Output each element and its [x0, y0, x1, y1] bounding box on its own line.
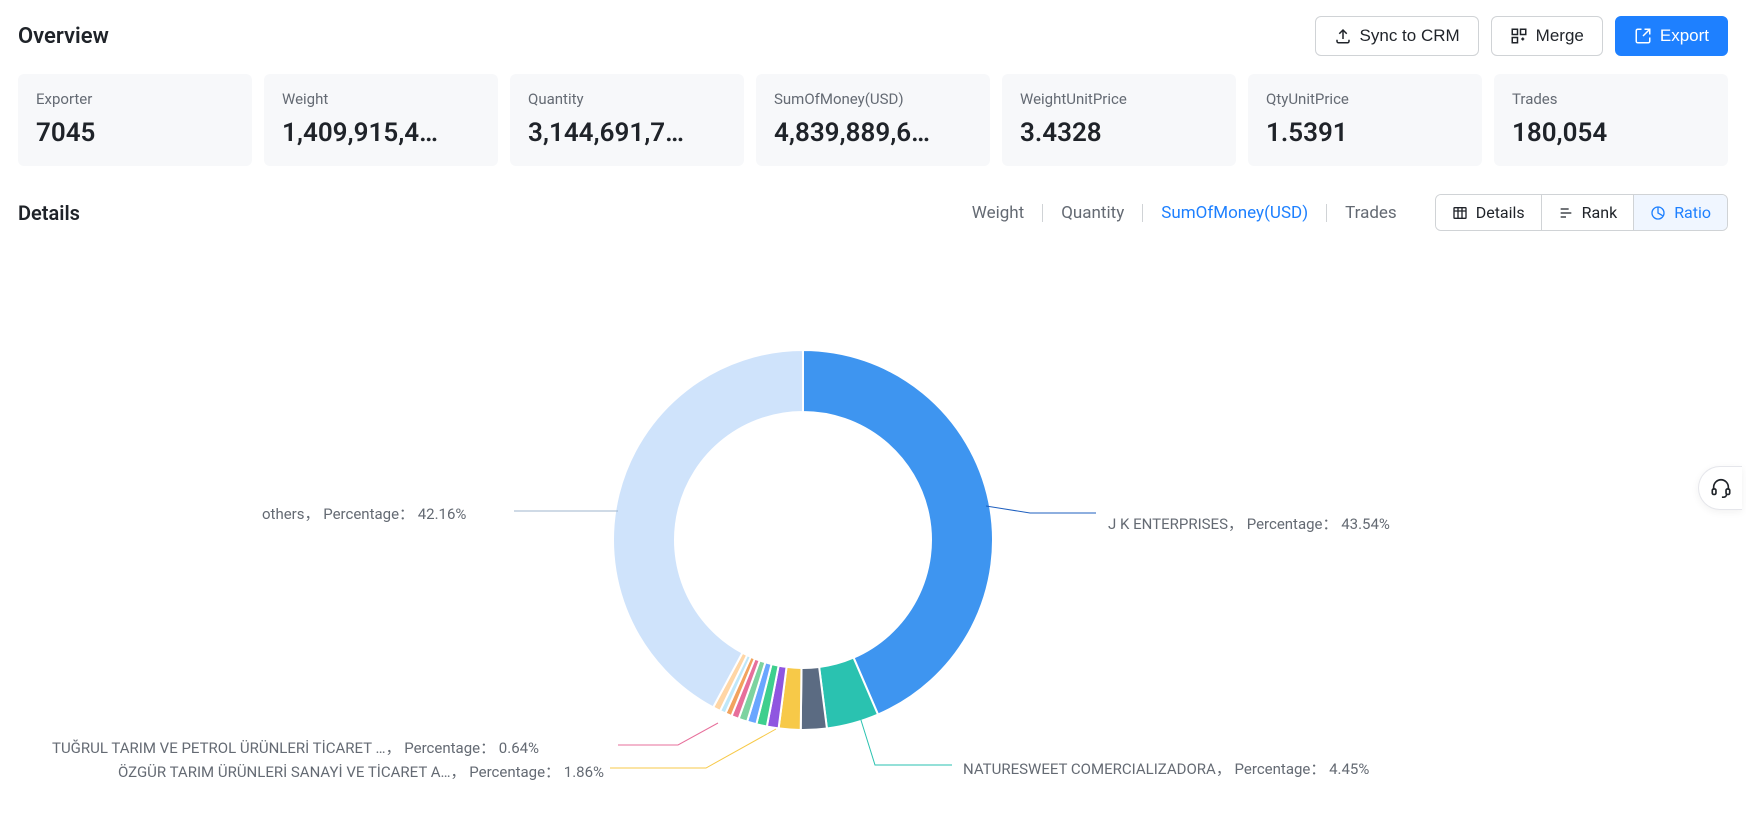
leader-line — [986, 506, 1096, 513]
header-actions: Sync to CRM Merge Export — [1315, 16, 1728, 56]
sync-crm-label: Sync to CRM — [1360, 26, 1460, 46]
details-view-icon — [1452, 205, 1468, 221]
stat-value: 1.5391 — [1266, 118, 1464, 148]
export-label: Export — [1660, 26, 1709, 46]
stat-card: SumOfMoney(USD) 4,839,889,6… — [756, 74, 990, 166]
stat-card: Exporter 7045 — [18, 74, 252, 166]
stat-label: Trades — [1512, 90, 1710, 108]
view-button-label: Ratio — [1674, 203, 1711, 222]
stat-value: 4,839,889,6… — [774, 118, 972, 148]
stat-card: Trades 180,054 — [1494, 74, 1728, 166]
ratio-view-icon — [1650, 205, 1666, 221]
leader-line — [860, 717, 952, 765]
sync-crm-button[interactable]: Sync to CRM — [1315, 16, 1479, 56]
chart-callout-label: J K ENTERPRISES， Percentage： 43.54% — [1108, 513, 1390, 534]
donut-slice[interactable] — [613, 350, 803, 707]
stat-label: QtyUnitPrice — [1266, 90, 1464, 108]
leader-line — [618, 723, 718, 745]
details-header: Details WeightQuantitySumOfMoney(USD)Tra… — [18, 194, 1728, 231]
stat-card: WeightUnitPrice 3.4328 — [1002, 74, 1236, 166]
chart-callout-label: NATURESWEET COMERCIALIZADORA， Percentage… — [963, 758, 1369, 779]
metric-tab-sumofmoney-usd-[interactable]: SumOfMoney(USD) — [1143, 199, 1326, 227]
chart-callout-label: ÖZGÜR TARIM ÜRÜNLERİ SANAYİ VE TİCARET A… — [118, 761, 604, 782]
metric-tab-quantity[interactable]: Quantity — [1043, 199, 1142, 227]
stat-label: WeightUnitPrice — [1020, 90, 1218, 108]
stat-value: 3,144,691,7… — [528, 118, 726, 148]
donut-slice[interactable] — [803, 350, 993, 715]
stat-value: 1,409,915,4… — [282, 118, 480, 148]
view-button-label: Rank — [1582, 203, 1618, 222]
leader-line — [610, 729, 776, 768]
donut-chart — [18, 255, 1578, 815]
stat-card: QtyUnitPrice 1.5391 — [1248, 74, 1482, 166]
export-icon — [1634, 27, 1652, 45]
headset-icon — [1710, 477, 1732, 499]
stat-card: Weight 1,409,915,4… — [264, 74, 498, 166]
view-button-label: Details — [1476, 203, 1525, 222]
page-title: Overview — [18, 24, 109, 49]
metric-tab-trades[interactable]: Trades — [1327, 199, 1415, 227]
stat-card: Quantity 3,144,691,7… — [510, 74, 744, 166]
stat-value: 7045 — [36, 118, 234, 148]
details-controls: WeightQuantitySumOfMoney(USD)Trades Deta… — [954, 194, 1728, 231]
stat-label: Weight — [282, 90, 480, 108]
chart-callout-label: others， Percentage： 42.16% — [262, 503, 466, 524]
merge-label: Merge — [1536, 26, 1584, 46]
upload-icon — [1334, 27, 1352, 45]
rank-view-icon — [1558, 205, 1574, 221]
merge-icon — [1510, 27, 1528, 45]
stat-label: SumOfMoney(USD) — [774, 90, 972, 108]
metric-tab-weight[interactable]: Weight — [954, 199, 1042, 227]
export-button[interactable]: Export — [1615, 16, 1728, 56]
overview-header: Overview Sync to CRM Merge Export — [18, 16, 1728, 56]
merge-button[interactable]: Merge — [1491, 16, 1603, 56]
stat-value: 180,054 — [1512, 118, 1710, 148]
stat-value: 3.4328 — [1020, 118, 1218, 148]
help-float-button[interactable] — [1698, 466, 1742, 510]
chart-area: J K ENTERPRISES， Percentage： 43.54%NATUR… — [18, 255, 1728, 775]
view-group: Details Rank Ratio — [1435, 194, 1728, 231]
view-ratio-button[interactable]: Ratio — [1634, 195, 1727, 230]
details-title: Details — [18, 201, 80, 225]
stat-label: Exporter — [36, 90, 234, 108]
view-rank-button[interactable]: Rank — [1542, 195, 1635, 230]
stat-label: Quantity — [528, 90, 726, 108]
view-details-button[interactable]: Details — [1436, 195, 1542, 230]
stats-row: Exporter 7045 Weight 1,409,915,4… Quantity 3,… — [18, 74, 1728, 166]
metric-tabs: WeightQuantitySumOfMoney(USD)Trades — [954, 199, 1415, 227]
chart-callout-label: TUĞRUL TARIM VE PETROL ÜRÜNLERİ TİCARET … — [52, 737, 539, 758]
